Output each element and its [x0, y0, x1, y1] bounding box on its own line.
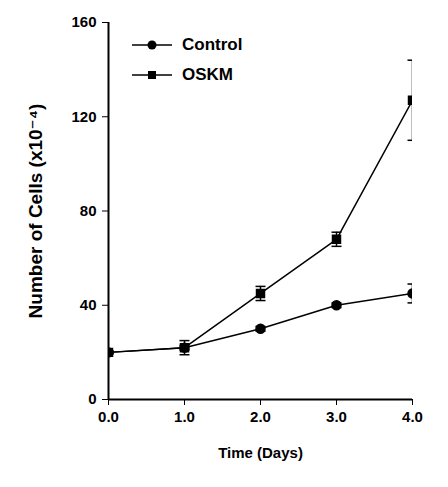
svg-text:4.0: 4.0 [402, 408, 423, 425]
svg-text:2.0: 2.0 [250, 408, 271, 425]
svg-text:Number of Cells (x10⁻⁴): Number of Cells (x10⁻⁴) [25, 104, 46, 319]
svg-text:3.0: 3.0 [326, 408, 347, 425]
svg-text:0: 0 [88, 390, 96, 407]
svg-text:0.0: 0.0 [98, 408, 119, 425]
html-text:Control: Control [182, 35, 243, 54]
svg-text:160: 160 [71, 13, 96, 30]
svg-text:1.0: 1.0 [174, 408, 195, 425]
svg-text:Time (Days): Time (Days) [218, 444, 303, 461]
svg-text:40: 40 [80, 296, 97, 313]
svg-text:120: 120 [71, 108, 96, 125]
svg-text:80: 80 [80, 202, 97, 219]
html-text:OSKM: OSKM [182, 65, 233, 84]
